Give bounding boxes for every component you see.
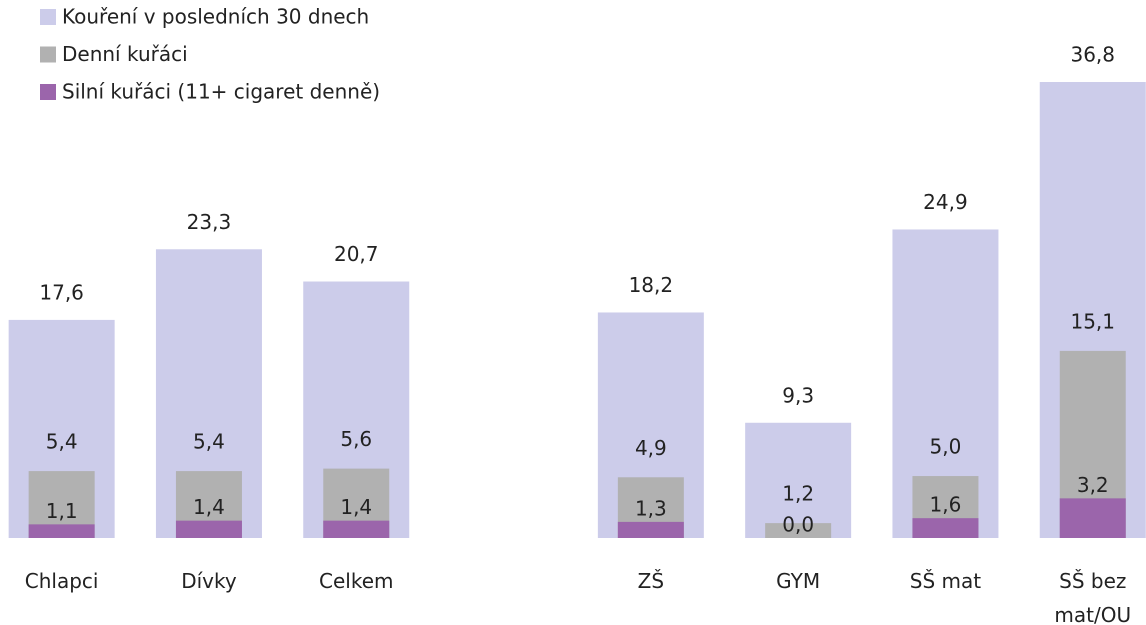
legend-swatch: [40, 84, 56, 100]
data-label: 23,3: [187, 210, 232, 234]
data-label: 0,0: [782, 513, 814, 537]
data-label: 1,6: [930, 493, 962, 517]
data-label: 3,2: [1077, 473, 1109, 497]
data-label: 20,7: [334, 242, 379, 266]
legend-swatch: [40, 9, 56, 25]
x-tick-label: Dívky: [181, 569, 237, 593]
legend-swatch: [40, 46, 56, 63]
bar: [1059, 498, 1126, 538]
bar: [323, 520, 390, 538]
data-label: 4,9: [635, 436, 667, 460]
x-tick-label: ZŠ: [637, 569, 665, 593]
data-label: 9,3: [782, 383, 814, 407]
legend-label: Silní kuřáci (11+ cigaret denně): [62, 80, 380, 104]
bar: [765, 523, 832, 538]
data-label: 1,4: [340, 495, 372, 519]
legend-label: Kouření v posledních 30 dnech: [62, 5, 369, 29]
data-label: 1,1: [46, 499, 78, 523]
data-label: 1,4: [193, 495, 225, 519]
data-label: 5,6: [340, 427, 372, 451]
x-tick-label: SŠ bez mat/OU: [1054, 569, 1132, 625]
bar: [912, 518, 979, 538]
x-tick-label: Celkem: [319, 569, 394, 593]
data-label: 17,6: [39, 280, 84, 304]
legend-label: Denní kuřáci: [62, 42, 188, 66]
bar: [617, 521, 684, 538]
data-label: 1,2: [782, 482, 814, 506]
data-label: 5,0: [930, 435, 962, 459]
x-tick-label: GYM: [776, 569, 821, 593]
data-label: 1,3: [635, 496, 667, 520]
bar: [175, 520, 242, 538]
data-label: 36,8: [1070, 43, 1115, 67]
data-label: 5,4: [193, 430, 225, 454]
data-label: 18,2: [629, 273, 674, 297]
bar: [745, 422, 852, 538]
bar: [28, 524, 95, 538]
x-tick-label: SŠ mat: [909, 569, 982, 593]
data-label: 15,1: [1070, 309, 1115, 333]
x-tick-label: Chlapci: [24, 569, 99, 593]
data-label: 5,4: [46, 430, 78, 454]
data-label: 24,9: [923, 190, 968, 214]
